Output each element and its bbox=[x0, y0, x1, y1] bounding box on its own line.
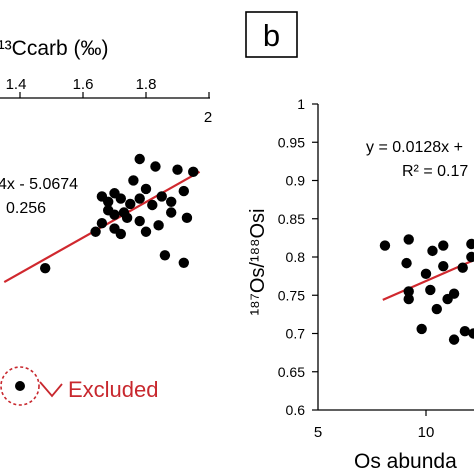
panel-a-equation: 4x - 5.0674 bbox=[0, 176, 78, 193]
panel-b-label: b bbox=[263, 18, 280, 53]
panel-a-data-point bbox=[178, 257, 189, 268]
panel-b-data-point bbox=[379, 240, 391, 251]
panel-a: δ¹³Ccarb (‰) 1.4 1.6 1.8 2 4x - 5.0674 0… bbox=[0, 37, 212, 406]
panel-a-data-point bbox=[150, 161, 161, 172]
panel-b-ylabel: ¹⁸⁷Os/¹⁸⁸Osi bbox=[247, 209, 269, 316]
panel-b-label-box bbox=[245, 11, 298, 58]
panel-a-data-point bbox=[156, 191, 167, 202]
panel-a-data-point bbox=[172, 164, 183, 175]
panel-a-data-point bbox=[103, 196, 114, 207]
panel-b-data-point bbox=[466, 238, 474, 250]
panel-a-x-tick-label: 1.4 bbox=[6, 76, 27, 93]
panel-a-data-point bbox=[166, 196, 177, 207]
panel-b-data-point bbox=[438, 240, 449, 251]
panel-b-x-tick-label: 5 bbox=[314, 424, 322, 441]
panel-b-data-point bbox=[431, 303, 442, 315]
panel-a-data-point bbox=[166, 207, 177, 218]
panel-b-y-tick-label: 1 bbox=[297, 96, 305, 112]
panel-a-data-point bbox=[134, 193, 145, 204]
panel-b-data-point bbox=[459, 326, 471, 337]
panel-b-data-point bbox=[401, 257, 412, 269]
panel-a-x-tick-label: 1.6 bbox=[73, 76, 94, 93]
panel-a-data-point bbox=[121, 212, 133, 224]
excluded-label: Excluded bbox=[68, 377, 159, 402]
panel-b-data-point bbox=[448, 288, 460, 299]
panel-b-xlabel: Os abunda bbox=[354, 450, 457, 473]
panel-a-x-tick-label: 2 bbox=[204, 109, 212, 126]
panel-a-data-point bbox=[115, 228, 127, 240]
panel-b-data-point bbox=[457, 262, 468, 273]
panel-b-data-point bbox=[403, 234, 414, 245]
panel-a-data-point bbox=[125, 198, 136, 210]
panel-b-data-point bbox=[427, 245, 438, 257]
panel-b-data-point bbox=[420, 268, 432, 280]
panel-b-y-tick-label: 0.7 bbox=[286, 326, 306, 342]
excluded-marker-ring bbox=[0, 366, 40, 406]
panel-b-r2: R² = 0.17 bbox=[402, 163, 468, 180]
panel-b-data-point bbox=[416, 323, 427, 335]
panel-a-data-point bbox=[153, 220, 164, 231]
panel-a-data-point bbox=[40, 262, 51, 274]
panel-a-data-point bbox=[90, 226, 101, 237]
panel-b-data-point bbox=[448, 334, 460, 345]
panel-b-y-tick-label: 0.85 bbox=[278, 211, 305, 227]
panel-a-data-point bbox=[181, 212, 193, 224]
panel-b-data-point bbox=[466, 251, 474, 263]
panel-b-equation: y = 0.0128x + bbox=[366, 139, 463, 156]
panel-b-data-point bbox=[438, 260, 449, 272]
panel-a-data-point bbox=[159, 250, 171, 261]
panel-b-y-tick-label: 0.75 bbox=[278, 287, 305, 303]
panel-a-data-point bbox=[147, 199, 158, 211]
excluded-marker-dot bbox=[15, 381, 25, 391]
panel-b-y-ticks: 0.6 0.65 0.7 0.75 0.8 0.85 0.9 0.95 1 bbox=[278, 96, 318, 418]
panel-a-data-point bbox=[109, 209, 120, 220]
panel-a-data-point bbox=[140, 226, 152, 237]
panel-a-x-tick-label: 1.8 bbox=[136, 76, 157, 93]
panel-b-y-tick-label: 0.9 bbox=[286, 173, 306, 189]
panel-b: b 0.6 0.65 0.7 0.75 0.8 0.85 0.9 0.95 1 5 10 Os … bbox=[245, 11, 474, 473]
panel-a-data-point bbox=[134, 215, 145, 227]
panel-b-y-tick-label: 0.65 bbox=[278, 364, 305, 380]
excluded-leader-line bbox=[39, 381, 63, 398]
panel-a-data-point bbox=[115, 193, 127, 204]
panel-b-data-point bbox=[425, 284, 436, 296]
panel-a-data-point bbox=[128, 175, 139, 186]
panel-a-data-point bbox=[188, 166, 199, 178]
panel-b-data-point bbox=[403, 293, 414, 305]
panel-a-data-point bbox=[96, 218, 108, 229]
panel-b-y-tick-label: 0.6 bbox=[286, 402, 306, 418]
panel-b-data-point bbox=[468, 328, 474, 339]
panel-a-data-point bbox=[134, 153, 145, 165]
panel-b-x-tick-label: 10 bbox=[418, 424, 435, 441]
panel-a-r2: 0.256 bbox=[6, 200, 46, 217]
panel-b-y-tick-label: 0.8 bbox=[286, 249, 306, 265]
panel-a-data-point bbox=[178, 185, 189, 197]
panel-a-data-point bbox=[140, 183, 152, 195]
panel-b-y-tick-label: 0.95 bbox=[278, 134, 305, 150]
panel-a-xlabel: δ¹³Ccarb (‰) bbox=[0, 37, 109, 60]
panel-b-data-point bbox=[403, 286, 414, 297]
panel-a-points-group bbox=[40, 153, 199, 274]
panel-b-points-group bbox=[379, 234, 474, 345]
